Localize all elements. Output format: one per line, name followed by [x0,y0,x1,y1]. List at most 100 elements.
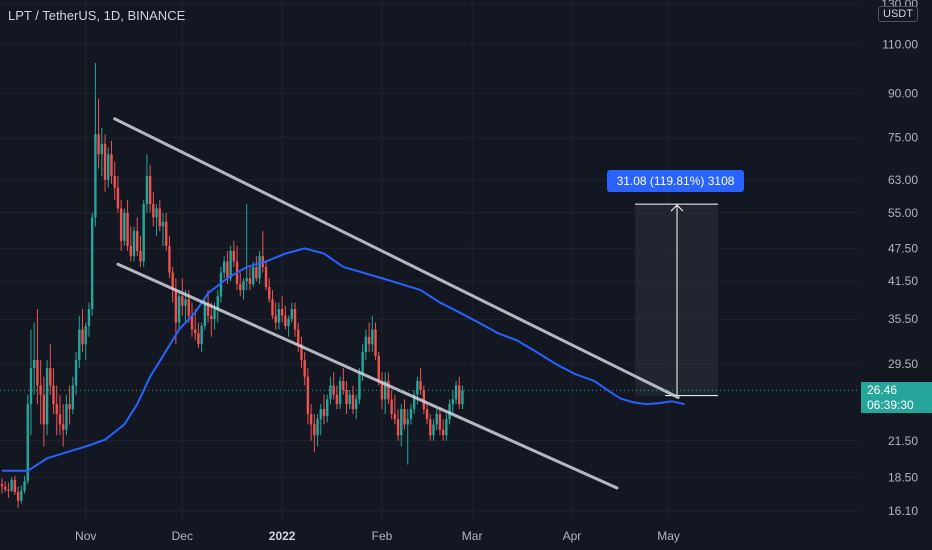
candle [274,302,277,330]
candle-body [49,368,52,386]
candle [345,381,348,415]
candle-body [29,368,33,405]
candle [26,394,29,484]
candle [290,302,293,323]
candle-body [55,404,58,415]
x-axis-tick-label: Dec [172,529,193,543]
candle [461,385,464,410]
candle [171,266,174,303]
chart-title: LPT / TetherUS, 1D, BINANCE [8,8,186,23]
candle [441,419,445,441]
candle-body [174,290,178,323]
candle [248,266,252,291]
candle-body [90,217,94,310]
candle [113,161,116,200]
candle [432,419,435,441]
candle-body [419,381,422,391]
measure-tool[interactable] [635,203,718,397]
ma-line [2,247,685,472]
candle-body [393,414,397,420]
candle-body [432,424,435,436]
candle [177,290,181,330]
candle-body [454,385,458,400]
candle [258,250,261,285]
candle-body [367,336,371,345]
candle [49,344,52,395]
x-axis-tick-label: Feb [372,529,393,543]
y-axis[interactable]: 130.00 110.00 90.00 75.00 63.00 55.00 47.50 41.… [881,0,918,518]
current-price-tag: 26.46 06:39:30 [861,382,932,413]
candle [190,302,194,337]
candle-body [274,315,277,323]
currency-badge[interactable]: USDT [878,6,918,22]
candle-body [71,385,75,410]
y-axis-tick-label: 47.50 [888,241,918,255]
measure-arrow-head [670,204,684,212]
candle-body [129,245,132,257]
candle [393,394,397,425]
candle [297,322,300,352]
candle-body [284,315,287,327]
candle [126,199,129,251]
candle [268,278,271,303]
candle-body [165,221,168,246]
candle [245,204,248,291]
candle [123,208,126,246]
candle [97,98,100,169]
candle-body [429,419,432,436]
candle-body [206,302,210,316]
candle [403,399,406,430]
channel-upper-line[interactable] [113,117,680,399]
candle [61,404,65,447]
candle-body [142,204,145,262]
candle [326,394,329,423]
candle-body [84,326,87,345]
candle-body [441,429,445,436]
candle-body [0,483,4,487]
candle-body [422,390,426,410]
candle-body [216,296,219,310]
x-axis[interactable]: Nov Dec 2022 Feb Mar Apr May [75,529,680,543]
candle-body [445,419,448,436]
candle [87,302,91,337]
candle-body [65,404,68,430]
candle-body [416,381,419,395]
candle [103,134,107,192]
candle [412,390,416,415]
candle [29,329,33,436]
candle-body [100,144,104,155]
y-axis-tick-label: 63.00 [888,173,918,187]
candle-body [316,419,319,436]
candle [210,302,213,337]
candle [107,147,110,188]
candle [119,199,123,251]
candle [42,376,46,447]
candle-body [264,266,268,288]
channel-lower-line[interactable] [116,262,619,490]
candle [148,164,152,213]
candle-body [287,319,290,327]
channel-lines[interactable] [113,117,680,490]
candle-body [306,376,310,415]
y-axis-tick-label: 18.50 [888,470,918,484]
y-axis-tick-label: 75.00 [888,131,918,145]
candle [100,127,104,177]
candle [332,372,335,400]
y-axis-tick-label: 41.50 [888,274,918,288]
candle-body [425,409,429,420]
candle-body [358,372,361,400]
candle [454,381,458,405]
x-axis-tick-label: Nov [75,529,96,543]
candle-body [200,326,203,345]
candle [371,315,374,352]
candle-body [364,336,368,352]
candle [116,176,120,213]
candle [383,372,387,415]
candle-body [181,296,184,306]
candle-body [268,287,271,300]
candle-body [10,479,13,491]
candle-body [16,492,20,501]
